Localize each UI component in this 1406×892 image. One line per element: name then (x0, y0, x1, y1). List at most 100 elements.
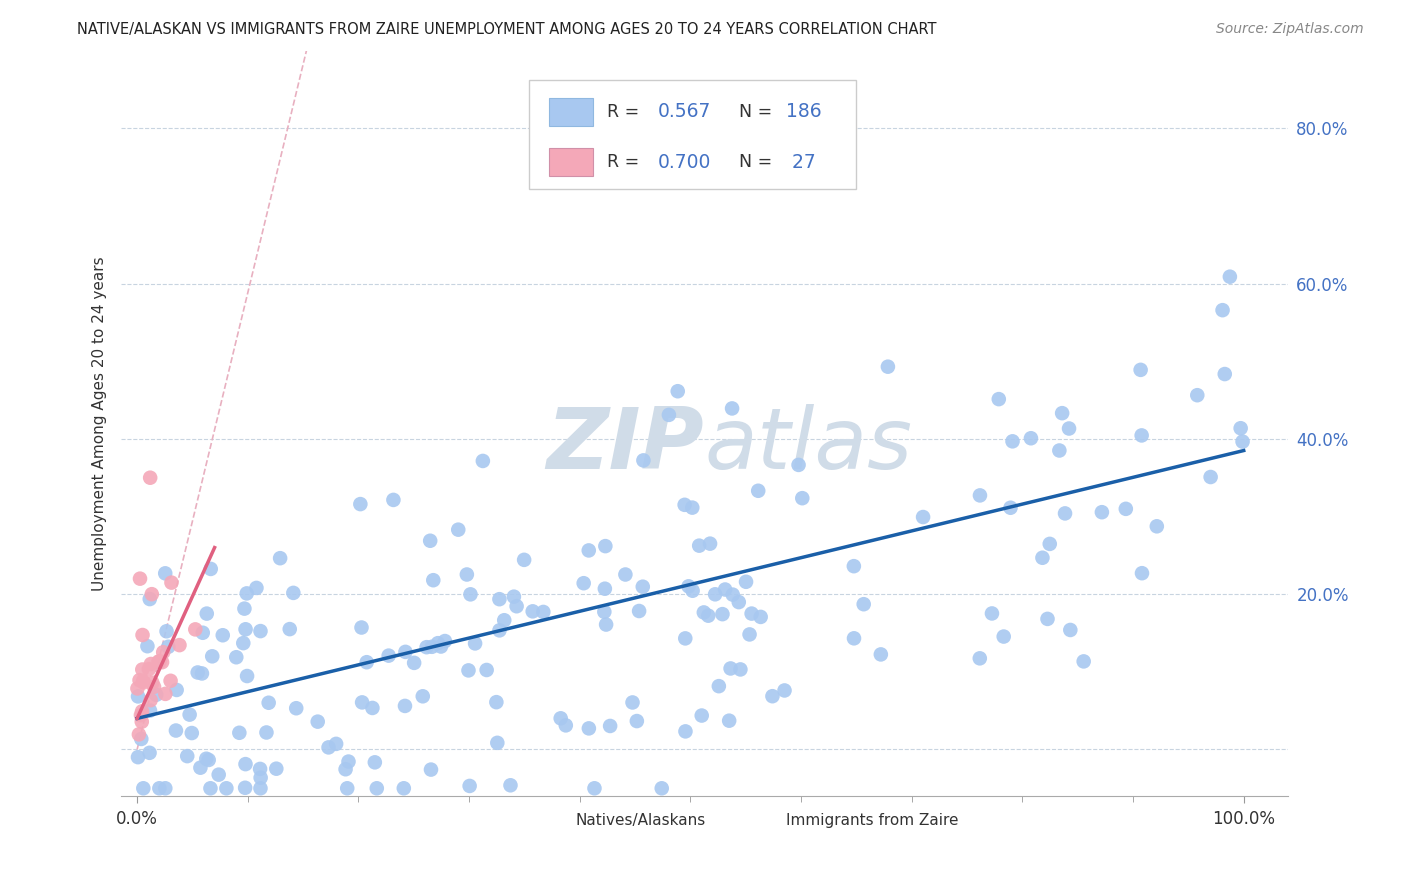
Point (236, 669, 259, 683)
Text: R =: R = (607, 103, 645, 121)
Point (190, 761, 212, 775)
Point (128, 673, 150, 688)
Point (148, 781, 170, 796)
Point (127, 750, 149, 764)
Point (651, 781, 673, 796)
Point (1053, 507, 1076, 521)
Point (131, 663, 153, 677)
Point (912, 510, 935, 524)
Point (614, 567, 637, 582)
Point (169, 638, 191, 652)
Point (128, 727, 150, 741)
Point (228, 726, 250, 740)
Point (138, 662, 160, 676)
Text: 0.567: 0.567 (658, 103, 711, 121)
Point (235, 622, 257, 636)
FancyBboxPatch shape (740, 811, 769, 830)
Text: 0.700: 0.700 (658, 153, 711, 171)
FancyBboxPatch shape (548, 148, 593, 177)
Point (266, 762, 288, 776)
Point (215, 781, 238, 796)
Point (249, 624, 271, 639)
Point (131, 628, 153, 642)
Point (412, 690, 434, 704)
Point (129, 731, 152, 746)
Point (531, 605, 554, 619)
Point (132, 675, 155, 690)
Point (1047, 443, 1070, 458)
Point (720, 661, 742, 675)
Point (658, 408, 681, 422)
Text: Immigrants from Zaire: Immigrants from Zaire (786, 813, 959, 828)
Point (749, 610, 772, 624)
Text: N =: N = (740, 103, 778, 121)
Point (420, 763, 443, 777)
Point (155, 624, 177, 639)
Point (336, 781, 359, 796)
Point (583, 781, 606, 796)
Point (283, 586, 305, 600)
Point (494, 613, 516, 627)
Point (404, 656, 426, 670)
Point (681, 500, 703, 515)
Point (447, 523, 470, 537)
Point (697, 608, 720, 623)
Point (572, 576, 595, 591)
Point (673, 632, 696, 646)
Point (208, 767, 231, 781)
Point (599, 719, 621, 733)
Point (595, 617, 617, 632)
Point (1031, 550, 1053, 565)
Point (278, 622, 301, 636)
Point (457, 664, 479, 678)
Point (1232, 434, 1254, 449)
Point (682, 583, 704, 598)
Point (433, 634, 456, 648)
Point (415, 640, 437, 655)
Point (633, 453, 655, 467)
Point (419, 533, 441, 548)
Point (1039, 537, 1062, 551)
Point (422, 573, 444, 587)
Point (318, 740, 340, 755)
Point (678, 579, 700, 593)
Point (232, 636, 254, 650)
Point (1129, 363, 1152, 377)
Point (201, 649, 224, 664)
Point (690, 708, 713, 723)
Point (127, 690, 149, 704)
Point (593, 582, 616, 596)
Point (593, 605, 616, 619)
Text: N =: N = (740, 153, 778, 171)
Point (1219, 269, 1241, 284)
Point (131, 714, 153, 729)
Point (981, 607, 1004, 621)
Point (155, 687, 177, 701)
Point (235, 757, 257, 772)
Point (197, 753, 219, 767)
Point (631, 580, 654, 594)
Point (426, 636, 449, 650)
Point (364, 756, 387, 770)
Point (349, 497, 371, 511)
Point (721, 401, 744, 416)
Point (852, 597, 875, 611)
Point (471, 454, 494, 468)
Point (152, 645, 174, 659)
Point (257, 696, 280, 710)
Point (714, 582, 737, 597)
Point (131, 704, 153, 718)
Point (150, 655, 173, 669)
Point (335, 762, 357, 776)
Point (1229, 421, 1251, 435)
Point (787, 458, 810, 472)
Point (1073, 654, 1095, 668)
Point (704, 587, 727, 601)
Point (699, 536, 721, 550)
Point (166, 682, 188, 697)
Point (165, 723, 187, 738)
Point (707, 679, 730, 693)
Point (488, 592, 510, 607)
FancyBboxPatch shape (548, 98, 593, 126)
Point (675, 724, 697, 739)
